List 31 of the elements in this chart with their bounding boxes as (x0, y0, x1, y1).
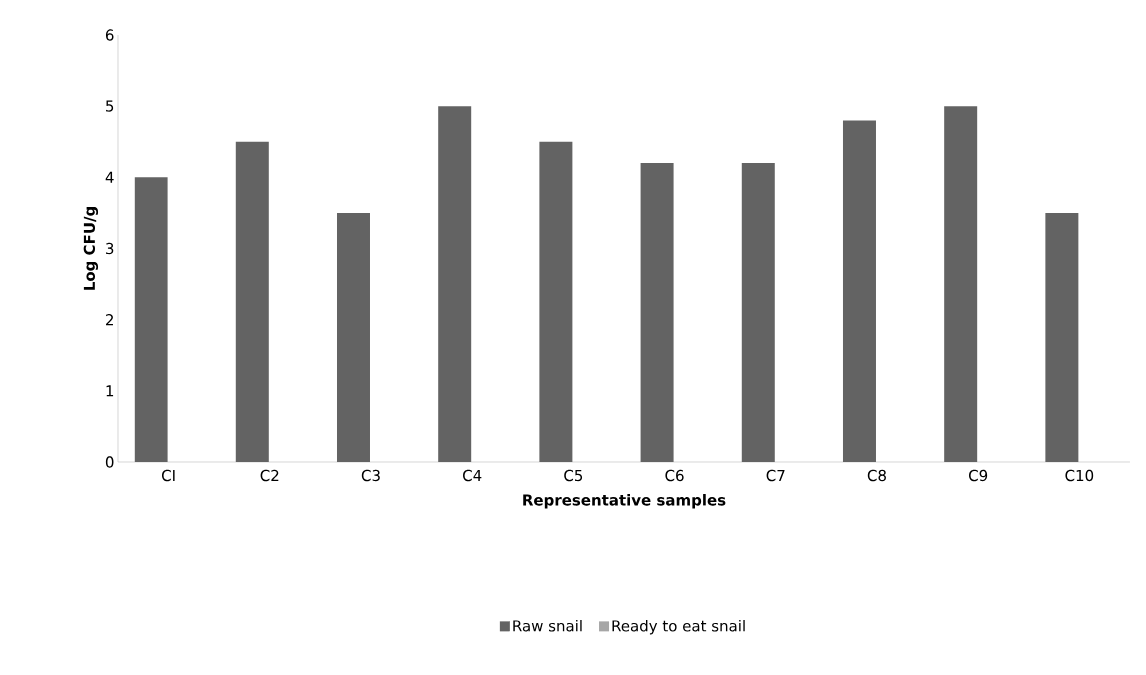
legend-label: Ready to eat snail (612, 619, 745, 635)
y-tick-label: 6 (105, 29, 114, 41)
bar (944, 106, 978, 462)
bar (235, 141, 269, 462)
y-tick-label: 0 (105, 456, 114, 468)
bar (438, 106, 472, 462)
x-tick-label: C9 (969, 469, 988, 482)
y-tick-label: 2 (106, 314, 113, 326)
bar (741, 163, 775, 462)
x-tick-label: C5 (564, 469, 583, 482)
y-tick-label: 1 (106, 385, 114, 397)
y-tick-label: 4 (105, 171, 114, 183)
x-tick-label: C10 (1065, 469, 1094, 482)
bar (539, 141, 573, 462)
bar (1045, 212, 1079, 462)
x-tick-label: C7 (766, 469, 785, 482)
legend-label: Raw snail (513, 619, 582, 632)
bar (134, 177, 168, 462)
x-axis-title: Representative samples (523, 494, 726, 509)
y-axis-title: Log CFU/g (83, 207, 99, 290)
x-tick-label: C4 (463, 469, 482, 482)
x-tick-label: C8 (867, 469, 886, 482)
y-tick-label: 5 (106, 100, 114, 112)
x-tick-label: CI (162, 469, 175, 482)
bar (336, 212, 370, 462)
y-tick-label: 3 (106, 242, 114, 255)
bar (640, 163, 674, 462)
x-tick-label: C6 (665, 469, 684, 482)
x-tick-label: C2 (260, 469, 279, 482)
bar (842, 120, 876, 462)
x-tick-label: C3 (361, 469, 380, 482)
